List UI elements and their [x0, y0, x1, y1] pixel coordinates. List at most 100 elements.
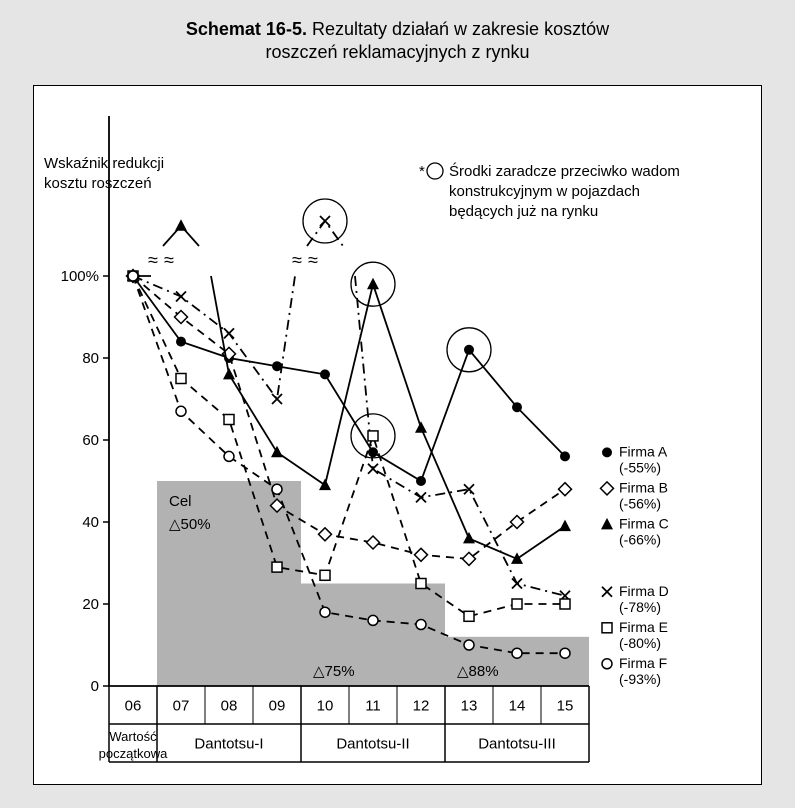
- note-circle-icon: [427, 163, 443, 179]
- phase-initial-1: Wartość: [109, 729, 157, 744]
- marker: [320, 369, 330, 379]
- x-year-label: 11: [365, 698, 381, 715]
- axis-break-mark: ≈: [308, 250, 318, 270]
- legend-name: Firma B: [619, 479, 668, 495]
- marker: [601, 482, 614, 495]
- marker: [416, 476, 426, 486]
- marker: [511, 552, 523, 564]
- note-line1: Środki zaradcze przeciwko wadom: [449, 162, 680, 180]
- marker: [416, 620, 426, 630]
- note-line3: będących już na rynku: [449, 203, 598, 220]
- marker: [512, 402, 522, 412]
- axis-break-mark: ≈: [148, 250, 158, 270]
- marker: [560, 599, 570, 609]
- x-year-label: 08: [221, 698, 238, 715]
- marker: [602, 447, 612, 457]
- y-tick-label: 40: [82, 514, 99, 531]
- y-tick-label: 20: [82, 596, 99, 613]
- legend-name: Firma C: [619, 515, 669, 531]
- x-year-label: 14: [509, 698, 526, 715]
- target-bar: [157, 481, 301, 686]
- marker: [367, 536, 380, 549]
- marker: [512, 599, 522, 609]
- legend-pct: (-55%): [619, 459, 661, 475]
- chart-title: Schemat 16-5. Rezultaty działań w zakres…: [0, 0, 795, 65]
- marker: [367, 278, 379, 290]
- x-year-label: 13: [461, 698, 478, 715]
- y-tick-label: 0: [91, 678, 99, 695]
- marker: [176, 337, 186, 347]
- marker: [559, 520, 571, 532]
- title-rest: Rezultaty działań w zakresie kosztów: [312, 19, 609, 39]
- marker: [176, 374, 186, 384]
- marker: [415, 548, 428, 561]
- phase-label: Dantotsu-III: [478, 736, 556, 753]
- legend-name: Firma A: [619, 443, 668, 459]
- marker: [128, 271, 138, 281]
- marker: [602, 623, 612, 633]
- y-tick-label: 60: [82, 432, 99, 449]
- x-year-label: 07: [173, 698, 190, 715]
- y-tick-label: 80: [82, 350, 99, 367]
- marker: [559, 483, 572, 496]
- series-line: [133, 276, 565, 481]
- chart-panel: Cel △50% △75% △88% 0 20 40 60 80 100% Wskaźnik red…: [33, 85, 762, 785]
- marker: [223, 368, 235, 380]
- marker: [560, 451, 570, 461]
- target-label-0: △50%: [169, 516, 211, 533]
- legend-name: Firma F: [619, 655, 667, 671]
- marker: [464, 640, 474, 650]
- phase-label: Dantotsu-I: [194, 736, 263, 753]
- marker: [272, 562, 282, 572]
- target-label-cel: Cel: [169, 493, 192, 510]
- marker: [464, 611, 474, 621]
- marker: [602, 659, 612, 669]
- marker: [560, 648, 570, 658]
- legend-pct: (-78%): [619, 599, 661, 615]
- marker: [463, 532, 475, 544]
- marker: [320, 607, 330, 617]
- x-year-label: 15: [557, 698, 574, 715]
- y-tick-label: 100%: [61, 268, 99, 285]
- x-year-label: 12: [413, 698, 430, 715]
- note-symbol: *: [419, 163, 425, 180]
- axis-break-mark: ≈: [164, 250, 174, 270]
- y-label-1: Wskaźnik redukcji: [44, 155, 164, 172]
- marker: [464, 345, 474, 355]
- axis-break-mark: ≈: [292, 250, 302, 270]
- marker: [368, 431, 378, 441]
- x-year-label: 09: [269, 698, 286, 715]
- marker: [224, 451, 234, 461]
- title-bold: Schemat 16-5.: [186, 19, 307, 39]
- legend-pct: (-93%): [619, 671, 661, 687]
- phase-label: Dantotsu-II: [336, 736, 409, 753]
- legend-name: Firma D: [619, 583, 669, 599]
- phase-initial-2: początkowa: [99, 746, 168, 761]
- marker: [224, 415, 234, 425]
- marker: [512, 648, 522, 658]
- x-year-label: 10: [317, 698, 334, 715]
- marker: [319, 479, 331, 491]
- marker: [176, 406, 186, 416]
- marker: [272, 484, 282, 494]
- marker: [601, 518, 613, 530]
- title-line2: roszczeń reklamacyjnych z rynku: [265, 42, 529, 62]
- marker: [416, 579, 426, 589]
- marker: [368, 615, 378, 625]
- marker: [320, 570, 330, 580]
- target-label-1: △75%: [313, 663, 355, 680]
- marker: [368, 447, 378, 457]
- legend-pct: (-56%): [619, 495, 661, 511]
- legend-name: Firma E: [619, 619, 668, 635]
- x-year-label: 06: [125, 698, 142, 715]
- marker: [319, 528, 332, 541]
- note-line2: konstrukcyjnym w pojazdach: [449, 183, 640, 200]
- y-label-2: kosztu roszczeń: [44, 175, 152, 192]
- legend-pct: (-80%): [619, 635, 661, 651]
- legend-pct: (-66%): [619, 531, 661, 547]
- marker: [415, 421, 427, 433]
- target-label-2: △88%: [457, 663, 499, 680]
- marker: [175, 219, 187, 231]
- marker: [271, 446, 283, 458]
- chart-svg: Cel △50% △75% △88% 0 20 40 60 80 100% Wskaźnik red…: [34, 86, 763, 786]
